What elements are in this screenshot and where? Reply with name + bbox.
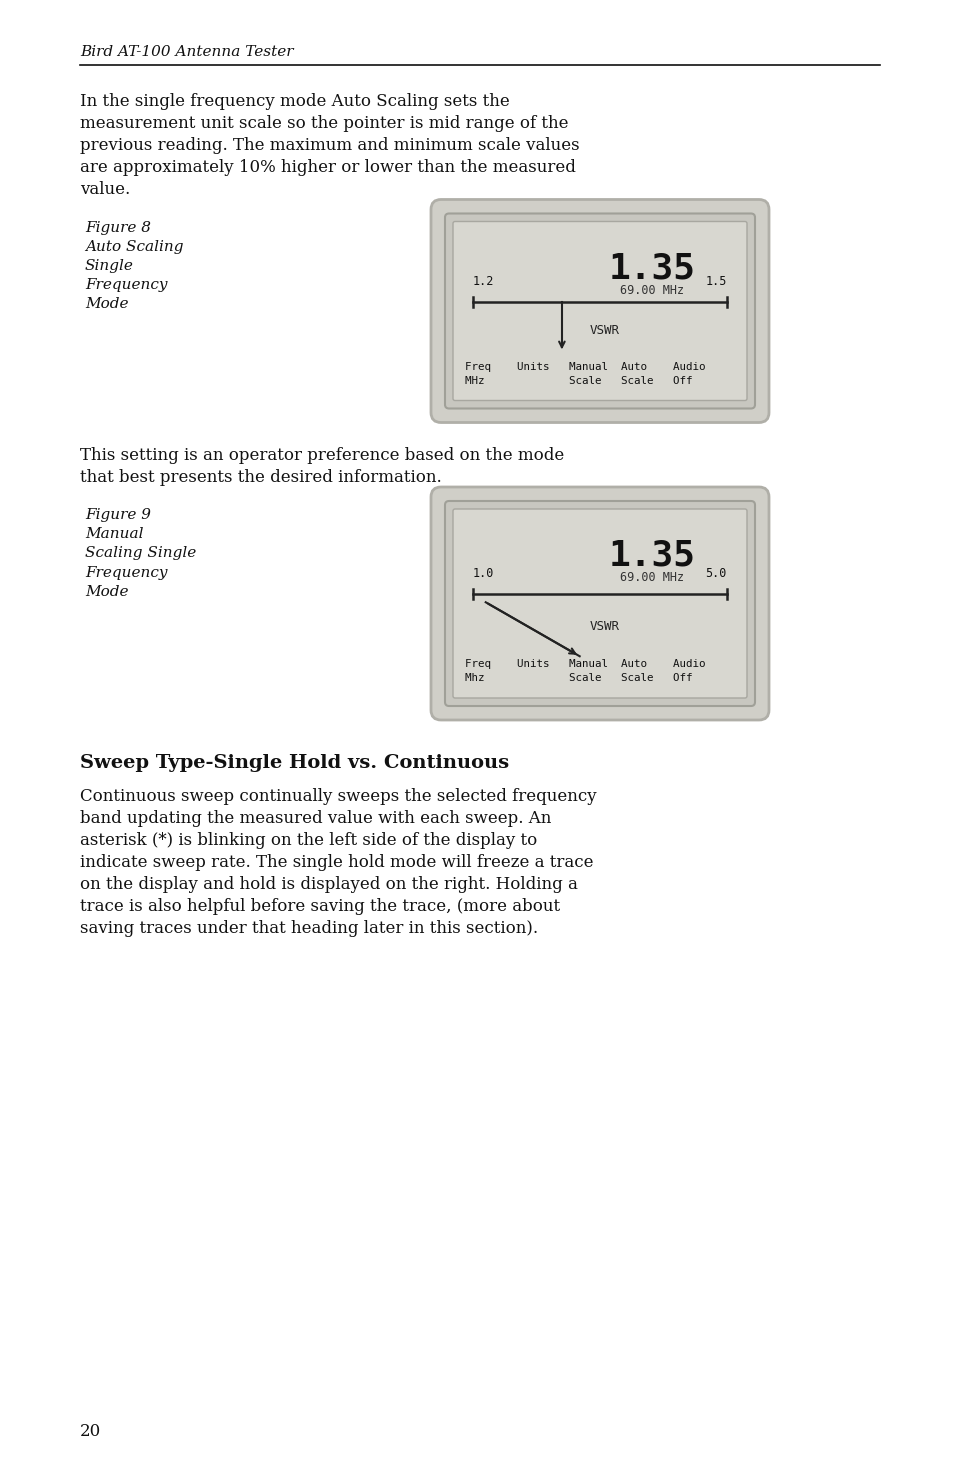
Text: saving traces under that heading later in this section).: saving traces under that heading later i… (80, 920, 537, 937)
Text: In the single frequency mode Auto Scaling sets the: In the single frequency mode Auto Scalin… (80, 93, 509, 111)
FancyBboxPatch shape (444, 502, 754, 707)
Text: are approximately 10% higher or lower than the measured: are approximately 10% higher or lower th… (80, 159, 576, 176)
Text: Mhz             Scale   Scale   Off: Mhz Scale Scale Off (464, 673, 692, 683)
Text: Scaling Single: Scaling Single (85, 547, 196, 560)
Text: Auto Scaling: Auto Scaling (85, 240, 183, 254)
Text: Figure 9: Figure 9 (85, 509, 151, 522)
Text: 1.35: 1.35 (608, 538, 695, 572)
Text: 69.00 MHz: 69.00 MHz (619, 571, 683, 584)
Text: Frequency: Frequency (85, 277, 168, 292)
FancyBboxPatch shape (453, 221, 746, 401)
Text: Sweep Type-Single Hold vs. Continuous: Sweep Type-Single Hold vs. Continuous (80, 754, 509, 771)
FancyBboxPatch shape (444, 214, 754, 409)
Text: Freq    Units   Manual  Auto    Audio: Freq Units Manual Auto Audio (464, 659, 705, 670)
Text: Continuous sweep continually sweeps the selected frequency: Continuous sweep continually sweeps the … (80, 788, 596, 805)
FancyBboxPatch shape (431, 487, 768, 720)
Text: Bird AT-100 Antenna Tester: Bird AT-100 Antenna Tester (80, 46, 294, 59)
Text: 1.35: 1.35 (608, 252, 695, 286)
Text: 20: 20 (80, 1423, 101, 1440)
Text: 1.2: 1.2 (473, 276, 494, 288)
Text: indicate sweep rate. The single hold mode will freeze a trace: indicate sweep rate. The single hold mod… (80, 854, 593, 872)
Text: Single: Single (85, 260, 133, 273)
Text: previous reading. The maximum and minimum scale values: previous reading. The maximum and minimu… (80, 137, 579, 153)
Text: Frequency: Frequency (85, 565, 168, 580)
Text: VSWR: VSWR (589, 620, 619, 633)
FancyBboxPatch shape (431, 199, 768, 422)
Text: Manual: Manual (85, 528, 143, 541)
Text: 1.5: 1.5 (705, 276, 726, 288)
FancyBboxPatch shape (453, 509, 746, 698)
Text: 1.0: 1.0 (473, 568, 494, 580)
Text: value.: value. (80, 181, 131, 198)
Text: 69.00 MHz: 69.00 MHz (619, 283, 683, 296)
Text: MHz             Scale   Scale   Off: MHz Scale Scale Off (464, 376, 692, 385)
Text: trace is also helpful before saving the trace, (more about: trace is also helpful before saving the … (80, 898, 559, 914)
Text: asterisk (*) is blinking on the left side of the display to: asterisk (*) is blinking on the left sid… (80, 832, 537, 850)
Text: 5.0: 5.0 (705, 568, 726, 580)
Text: on the display and hold is displayed on the right. Holding a: on the display and hold is displayed on … (80, 876, 578, 892)
Text: band updating the measured value with each sweep. An: band updating the measured value with ea… (80, 810, 551, 827)
Text: Mode: Mode (85, 584, 129, 599)
Text: Mode: Mode (85, 296, 129, 311)
Text: This setting is an operator preference based on the mode: This setting is an operator preference b… (80, 447, 563, 463)
Text: Figure 8: Figure 8 (85, 221, 151, 235)
Text: Freq    Units   Manual  Auto    Audio: Freq Units Manual Auto Audio (464, 361, 705, 372)
Text: that best presents the desired information.: that best presents the desired informati… (80, 469, 441, 485)
Text: VSWR: VSWR (589, 323, 619, 336)
Text: measurement unit scale so the pointer is mid range of the: measurement unit scale so the pointer is… (80, 115, 568, 131)
